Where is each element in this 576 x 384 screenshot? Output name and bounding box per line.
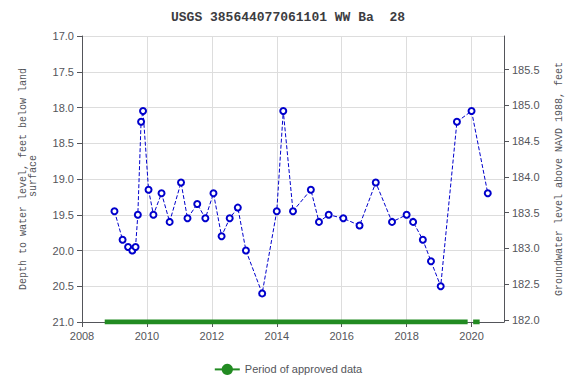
svg-text:184.0: 184.0	[512, 171, 540, 183]
svg-text:2020: 2020	[459, 330, 483, 342]
svg-text:17.5: 17.5	[53, 66, 74, 78]
svg-text:2016: 2016	[329, 330, 353, 342]
svg-text:Groundwater level above NAVD 1: Groundwater level above NAVD 1988, feet	[554, 62, 565, 296]
svg-text:18.0: 18.0	[53, 102, 74, 114]
svg-text:184.5: 184.5	[512, 135, 540, 147]
svg-text:2012: 2012	[200, 330, 224, 342]
svg-text:183.5: 183.5	[512, 207, 540, 219]
svg-text:20.0: 20.0	[53, 245, 74, 257]
svg-text:2014: 2014	[265, 330, 289, 342]
svg-text:17.0: 17.0	[53, 30, 74, 42]
svg-text:2010: 2010	[135, 330, 159, 342]
svg-text:185.5: 185.5	[512, 64, 540, 76]
svg-text:182.0: 182.0	[512, 314, 540, 326]
svg-text:18.5: 18.5	[53, 137, 74, 149]
svg-text:182.5: 182.5	[512, 278, 540, 290]
svg-text:surface: surface	[28, 155, 39, 203]
svg-text:2018: 2018	[394, 330, 418, 342]
svg-text:2008: 2008	[70, 330, 94, 342]
svg-text:19.5: 19.5	[53, 209, 74, 221]
svg-text:21.0: 21.0	[53, 316, 74, 328]
svg-text:Depth to water level, feet bel: Depth to water level, feet below land	[17, 68, 29, 290]
svg-text:183.0: 183.0	[512, 242, 540, 254]
svg-text:USGS 385644077061101 WW Ba 28: USGS 385644077061101 WW Ba 28	[171, 10, 405, 25]
svg-text:185.0: 185.0	[512, 99, 540, 111]
svg-text:20.5: 20.5	[53, 280, 74, 292]
svg-text:19.0: 19.0	[53, 173, 74, 185]
svg-text:Period of approved data: Period of approved data	[245, 363, 363, 375]
